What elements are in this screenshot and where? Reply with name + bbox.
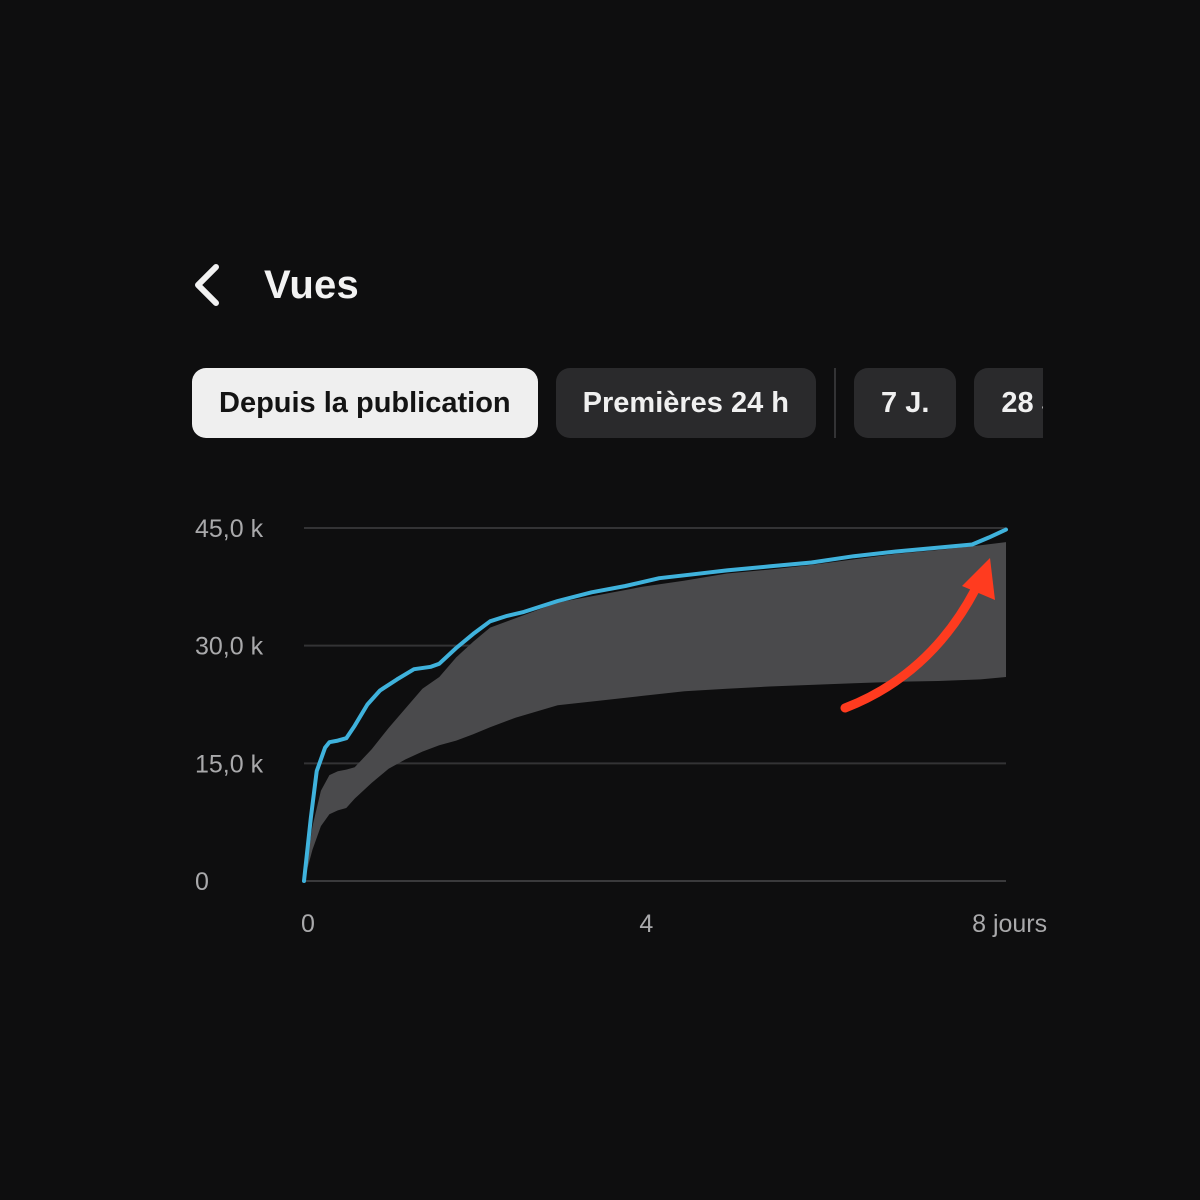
typical-range-band	[304, 542, 1006, 881]
chart-annotation	[840, 558, 995, 713]
page-header: Vues	[190, 255, 359, 315]
arrow-up-icon	[962, 558, 995, 600]
arrow-shaft	[840, 585, 980, 713]
views-line	[302, 527, 1008, 883]
period-tabs: Depuis la publication Premières 24 h 7 J…	[192, 367, 1043, 439]
y-tick-label: 30,0 k	[195, 633, 264, 661]
tab-28-days[interactable]: 28 J.	[974, 368, 1043, 438]
chart-plot	[302, 527, 1008, 883]
y-tick-label: 45,0 k	[195, 515, 264, 543]
tab-7-days[interactable]: 7 J.	[854, 368, 957, 438]
y-tick-label: 15,0 k	[195, 750, 264, 778]
tab-first-24h[interactable]: Premières 24 h	[555, 368, 817, 438]
y-tick-label: 0	[195, 868, 209, 896]
x-axis-labels: 0 4 8 jours	[301, 910, 1047, 938]
y-axis-labels: 45,0 k 30,0 k 15,0 k 0	[195, 515, 264, 896]
tab-divider	[834, 368, 837, 438]
back-button[interactable]	[190, 255, 230, 315]
x-tick-label: 4	[639, 910, 653, 938]
page-title: Vues	[264, 262, 359, 307]
tab-since-publication[interactable]: Depuis la publication	[192, 368, 538, 438]
x-tick-label: 0	[301, 910, 315, 938]
chevron-left-icon	[195, 264, 219, 306]
x-tick-label: 8 jours	[972, 910, 1047, 938]
